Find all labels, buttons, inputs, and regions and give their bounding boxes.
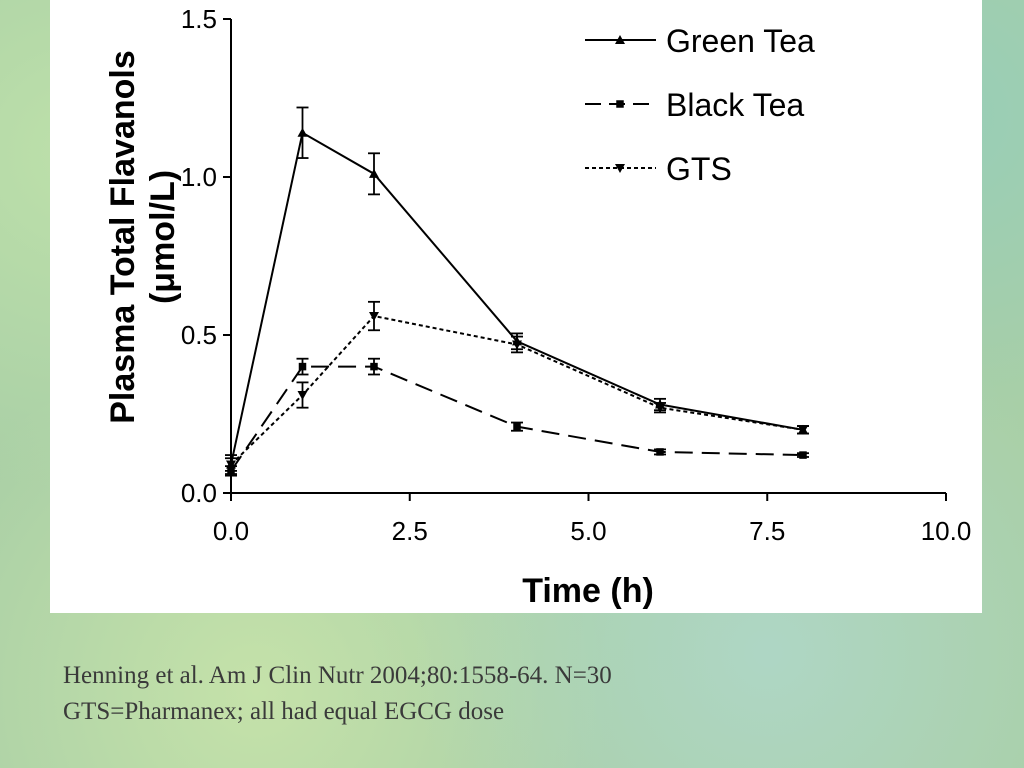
y-axis-title-line2: (μmol/L) — [144, 170, 182, 304]
x-tick-label: 7.5 — [749, 516, 785, 546]
green-tea-data-point — [369, 168, 379, 178]
gts-series-line — [230, 314, 804, 466]
black-tea-legend-label: Black Tea — [666, 87, 804, 123]
gts-legend-marker — [615, 164, 625, 173]
citation-line-2: GTS=Pharmanex; all had equal EGCG dose — [63, 698, 505, 725]
y-axis-title-line1: Plasma Total Flavanols — [104, 50, 142, 424]
x-tick-label: 2.5 — [392, 516, 428, 546]
y-tick-label: 0.5 — [181, 320, 217, 350]
citation: Henning et al. Am J Clin Nutr 2004;80:15… — [63, 658, 1003, 730]
x-tick-label: 10.0 — [921, 516, 972, 546]
gts-data-point — [512, 340, 522, 350]
black-tea-data-point — [656, 448, 664, 456]
black-tea-data-point — [370, 362, 378, 371]
black-tea-series-line — [230, 365, 804, 472]
y-tick-label: 1.0 — [181, 162, 217, 192]
gts-data-point — [297, 391, 308, 401]
black-tea-legend-marker — [616, 100, 624, 108]
gts-data-point — [226, 460, 236, 470]
x-tick-label: 0.0 — [213, 516, 249, 546]
chart-panel: Plasma Total Flavanols (μmol/L) Time (h)… — [50, 0, 982, 613]
green-tea-legend-label: Green Tea — [666, 23, 815, 59]
green-tea-legend-marker — [615, 35, 625, 44]
y-tick-label: 0.0 — [181, 478, 217, 508]
green-tea-data-point — [297, 127, 308, 137]
gts-legend-label: GTS — [666, 151, 732, 187]
gts-data-point — [798, 425, 808, 435]
x-tick-label: 5.0 — [570, 516, 606, 546]
gts-data-point — [369, 312, 379, 322]
black-tea-data-point — [513, 422, 521, 431]
black-tea-data-point — [799, 451, 807, 459]
citation-line-1: Henning et al. Am J Clin Nutr 2004;80:15… — [63, 662, 612, 689]
x-axis-title: Time (h) — [522, 572, 654, 610]
black-tea-data-point — [298, 362, 307, 371]
line-chart: Plasma Total Flavanols (μmol/L) Time (h)… — [104, 4, 972, 610]
green-tea-series-line — [230, 131, 804, 465]
gts-data-point — [655, 403, 665, 413]
y-tick-label: 1.5 — [181, 4, 217, 34]
